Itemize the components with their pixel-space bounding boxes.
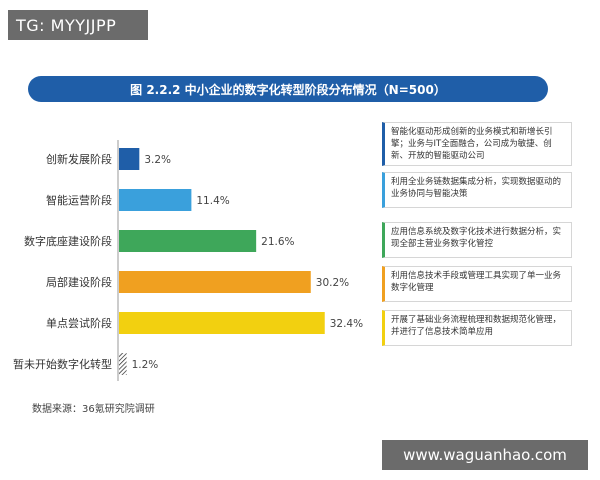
value-label: 30.2% [316,277,349,289]
value-label: 3.2% [144,154,171,166]
bar [119,148,140,170]
bar [119,230,257,252]
value-label: 21.6% [261,236,294,248]
bar [119,312,325,334]
category-label: 单点尝试阶段 [46,316,112,330]
category-label: 智能运营阶段 [46,193,112,207]
chart-title: 图 2.2.2 中小企业的数字化转型阶段分布情况（N=500） [28,76,548,102]
bar [119,271,311,293]
stage-note: 利用全业务链数据集成分析，实现数据驱动的业务协同与智能决策 [382,172,572,208]
stage-note: 利用信息技术手段或管理工具实现了单一业务数字化管理 [382,266,572,302]
stage-note: 智能化驱动形成创新的业务模式和新增长引擎；业务与IT全面融合，公司成为敏捷、创新… [382,122,572,166]
category-label: 局部建设阶段 [46,275,112,289]
value-label: 1.2% [132,359,159,371]
stage-note: 开展了基础业务流程梳理和数据规范化管理，并进行了信息技术简单应用 [382,310,572,346]
category-label: 创新发展阶段 [46,152,112,166]
category-label: 暂未开始数字化转型 [13,357,112,371]
bar [119,189,192,211]
value-label: 11.4% [196,195,229,207]
category-label: 数字底座建设阶段 [24,234,112,248]
value-label: 32.4% [330,318,363,330]
watermark-top: TG: MYYJJPP [8,10,148,40]
bar [119,353,127,375]
stage-note: 应用信息系统及数字化技术进行数据分析，实现全部主营业务数字化管控 [382,222,572,258]
data-source: 数据来源：36氪研究院调研 [32,404,155,415]
watermark-bottom: www.waguanhao.com [382,440,588,470]
